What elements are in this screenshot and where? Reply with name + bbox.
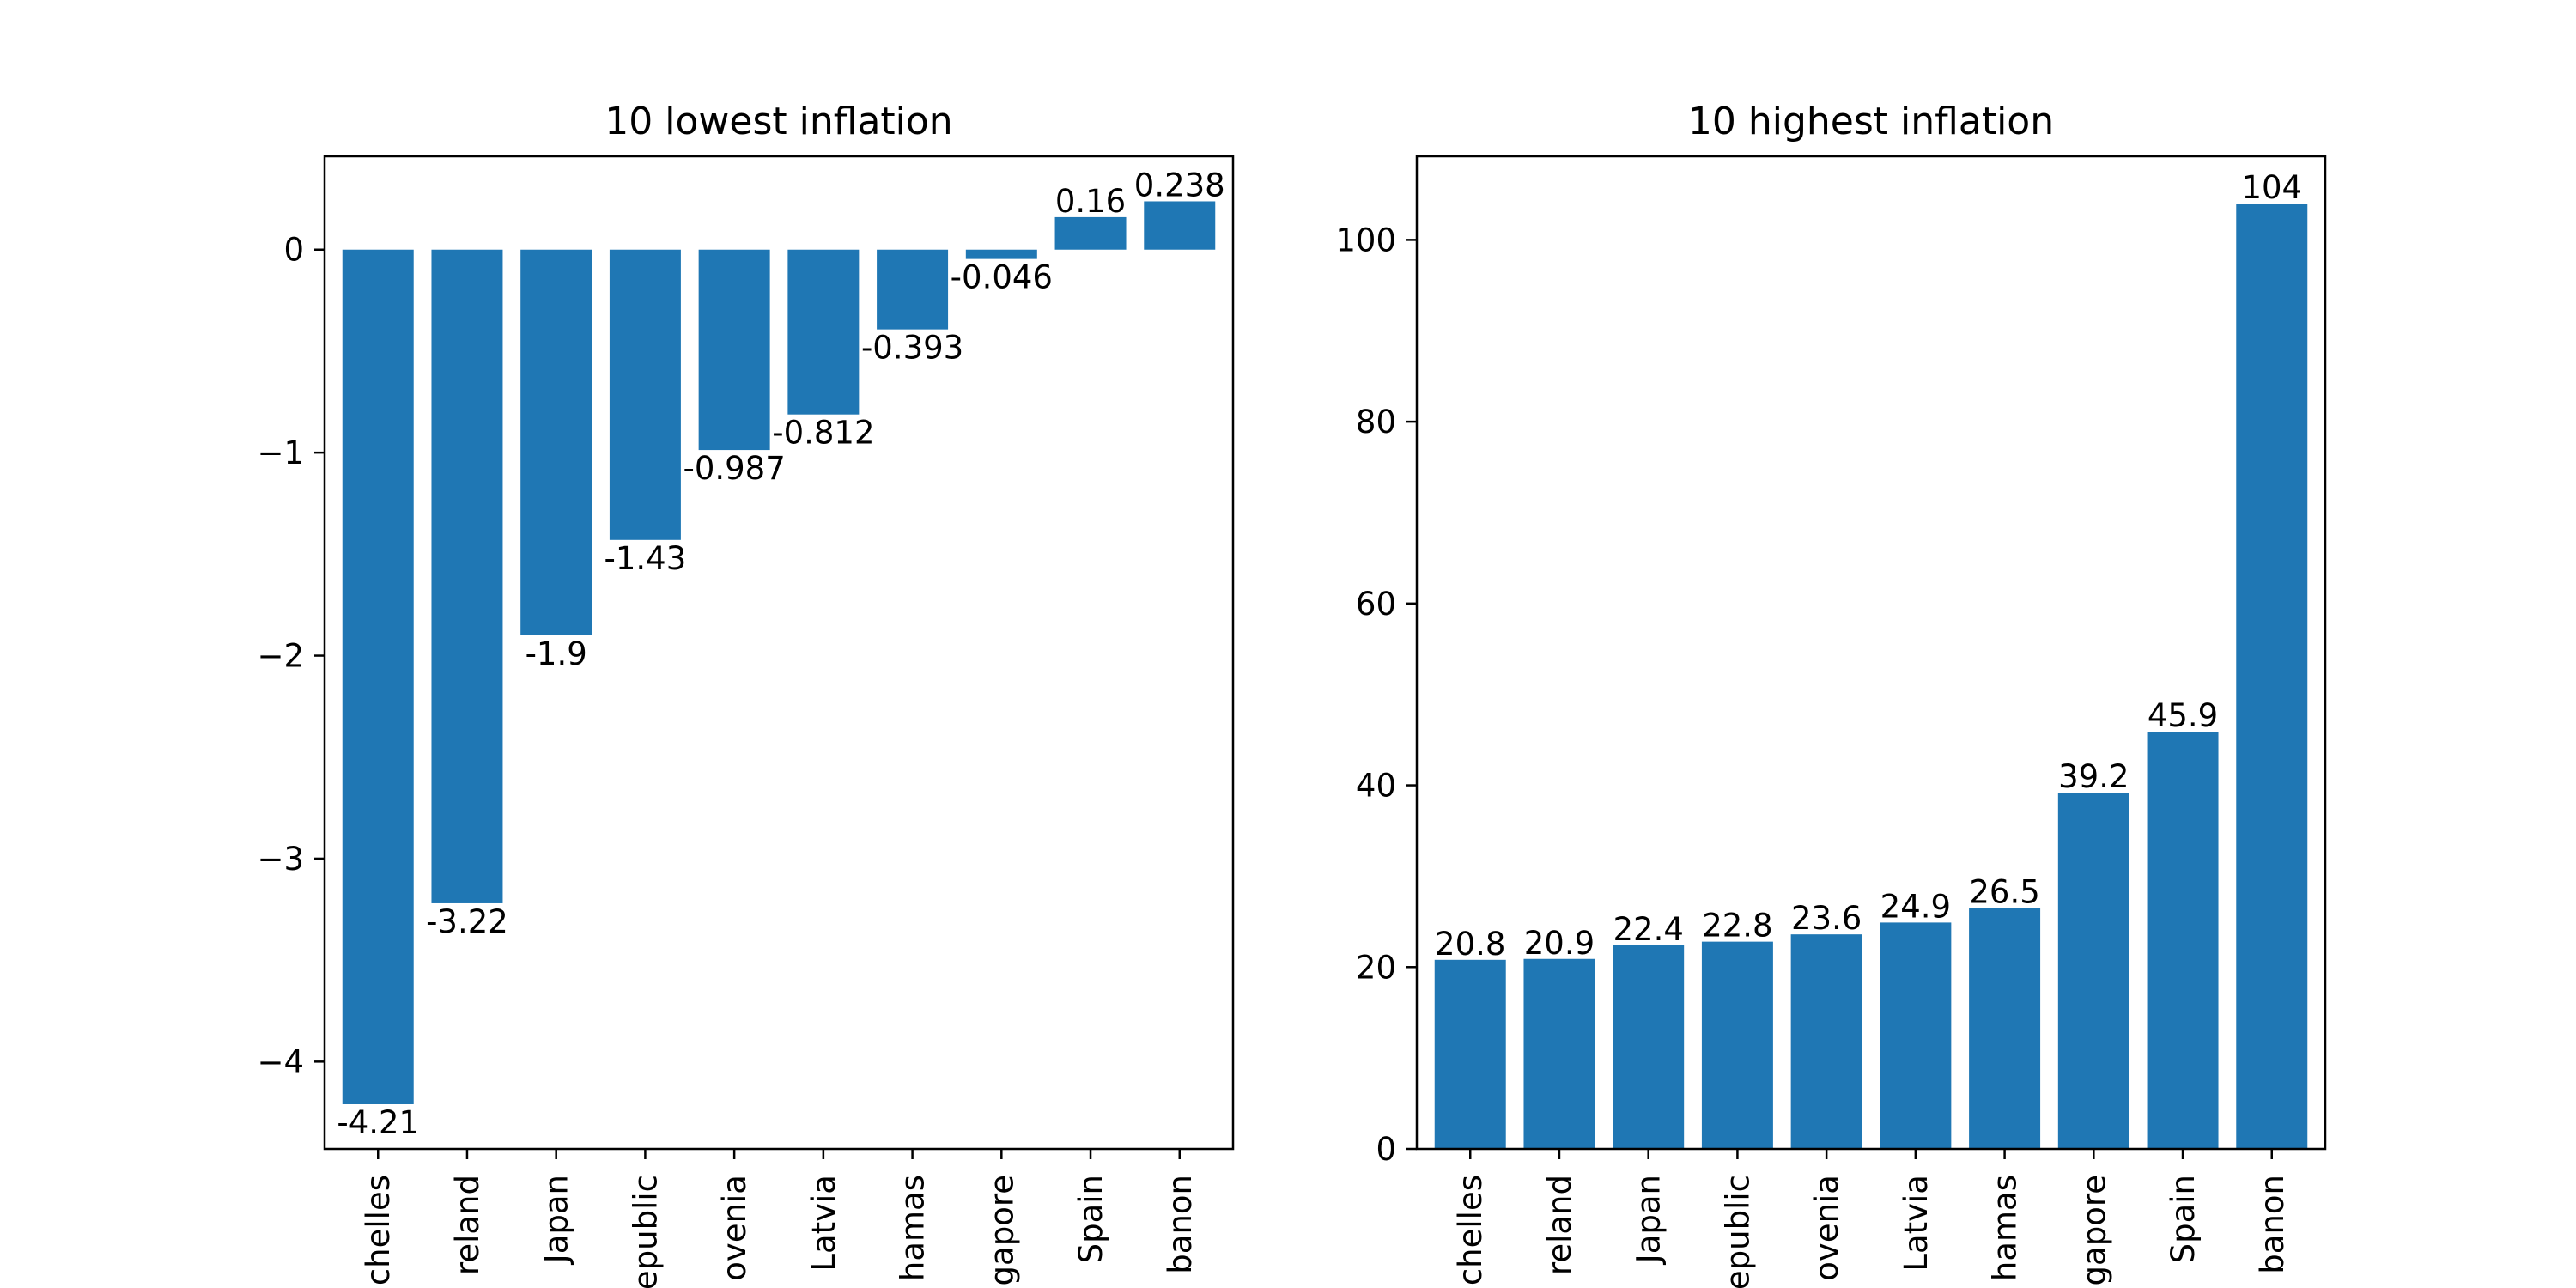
lowest-category-label-2: Japan	[538, 1175, 575, 1265]
highest-data-label-1: 20.9	[1524, 925, 1595, 962]
highest-ytick-label-0: 0	[1376, 1131, 1396, 1168]
highest-bar-6	[1969, 908, 2041, 1149]
lowest-bar-2	[520, 249, 592, 635]
lowest-data-label-7: -0.046	[951, 259, 1053, 296]
highest-bar-5	[1880, 922, 1952, 1149]
lowest-chart-title: 10 lowest inflation	[605, 100, 952, 143]
highest-category-label-2: Japan	[1631, 1175, 1668, 1265]
highest-category-label-3: epublic	[1719, 1175, 1756, 1288]
lowest-bar-0	[342, 249, 414, 1104]
lowest-category-label-9: banon	[1162, 1175, 1199, 1274]
highest-data-label-4: 23.6	[1791, 900, 1862, 937]
highest-category-label-1: reland	[1541, 1175, 1578, 1275]
lowest-ytick-label-2: −2	[257, 638, 304, 675]
lowest-ytick-label-3: −1	[257, 434, 304, 471]
highest-data-label-3: 22.8	[1702, 908, 1772, 945]
lowest-ytick-label-4: 0	[283, 232, 304, 269]
highest-data-label-8: 45.9	[2148, 697, 2218, 734]
highest-data-label-7: 39.2	[2058, 758, 2129, 795]
lowest-category-label-3: epublic	[627, 1175, 664, 1288]
lowest-bar-6	[877, 249, 949, 330]
highest-bar-0	[1434, 959, 1506, 1149]
lowest-data-label-1: -3.22	[426, 903, 508, 940]
lowest-bar-4	[698, 249, 770, 451]
highest-category-label-0: chelles	[1452, 1175, 1489, 1285]
highest-category-label-9: banon	[2254, 1175, 2291, 1274]
highest-category-label-7: gapore	[2075, 1175, 2112, 1285]
lowest-bar-5	[787, 249, 860, 415]
highest-data-label-5: 24.9	[1880, 888, 1951, 925]
lowest-data-label-9: 0.238	[1134, 167, 1225, 204]
highest-category-label-5: Latvia	[1898, 1175, 1935, 1272]
lowest-ytick-label-0: −4	[257, 1043, 304, 1080]
lowest-bar-3	[609, 249, 681, 540]
lowest-ytick-label-1: −3	[257, 841, 304, 878]
highest-bar-3	[1701, 941, 1773, 1149]
highest-chart-title: 10 highest inflation	[1688, 100, 2054, 143]
lowest-data-label-3: -1.43	[605, 540, 687, 577]
highest-ytick-label-1: 20	[1356, 949, 1396, 986]
lowest-bar-9	[1144, 201, 1216, 250]
highest-ytick-label-2: 40	[1356, 768, 1396, 805]
lowest-category-label-8: Spain	[1072, 1175, 1109, 1263]
highest-ytick-label-5: 100	[1335, 222, 1396, 258]
lowest-data-label-2: -1.9	[526, 635, 587, 672]
lowest-axes-frame	[323, 155, 1235, 1151]
highest-bar-9	[2236, 204, 2308, 1150]
highest-bar-1	[1523, 958, 1595, 1149]
highest-category-label-8: Spain	[2165, 1175, 2202, 1263]
lowest-bar-7	[965, 249, 1037, 259]
highest-bar-4	[1790, 934, 1862, 1149]
highest-bar-2	[1613, 945, 1685, 1149]
highest-axes-frame	[1415, 155, 2327, 1151]
lowest-data-label-5: -0.812	[772, 415, 874, 452]
highest-ytick-label-4: 80	[1356, 404, 1396, 440]
highest-data-label-9: 104	[2241, 169, 2302, 206]
lowest-data-label-4: -0.987	[683, 450, 785, 487]
lowest-category-label-6: hamas	[895, 1175, 932, 1281]
highest-category-label-6: hamas	[1987, 1175, 2024, 1281]
highest-bar-7	[2057, 793, 2129, 1149]
highest-ytick-label-3: 60	[1356, 586, 1396, 623]
highest-data-label-0: 20.8	[1435, 926, 1505, 963]
highest-data-label-2: 22.4	[1613, 911, 1683, 948]
lowest-data-label-8: 0.16	[1055, 183, 1126, 220]
lowest-category-label-1: reland	[449, 1175, 486, 1275]
lowest-category-label-0: chelles	[360, 1175, 397, 1285]
lowest-category-label-4: ovenia	[716, 1175, 753, 1281]
lowest-data-label-6: -0.393	[861, 330, 963, 367]
highest-category-label-4: ovenia	[1808, 1175, 1845, 1281]
lowest-bar-1	[431, 249, 503, 903]
highest-data-label-6: 26.5	[1969, 873, 2039, 910]
lowest-bar-8	[1054, 216, 1127, 250]
lowest-category-label-7: gapore	[983, 1175, 1020, 1285]
highest-bar-8	[2147, 732, 2219, 1149]
lowest-data-label-0: -4.21	[337, 1104, 419, 1141]
lowest-category-label-5: Latvia	[805, 1175, 842, 1272]
